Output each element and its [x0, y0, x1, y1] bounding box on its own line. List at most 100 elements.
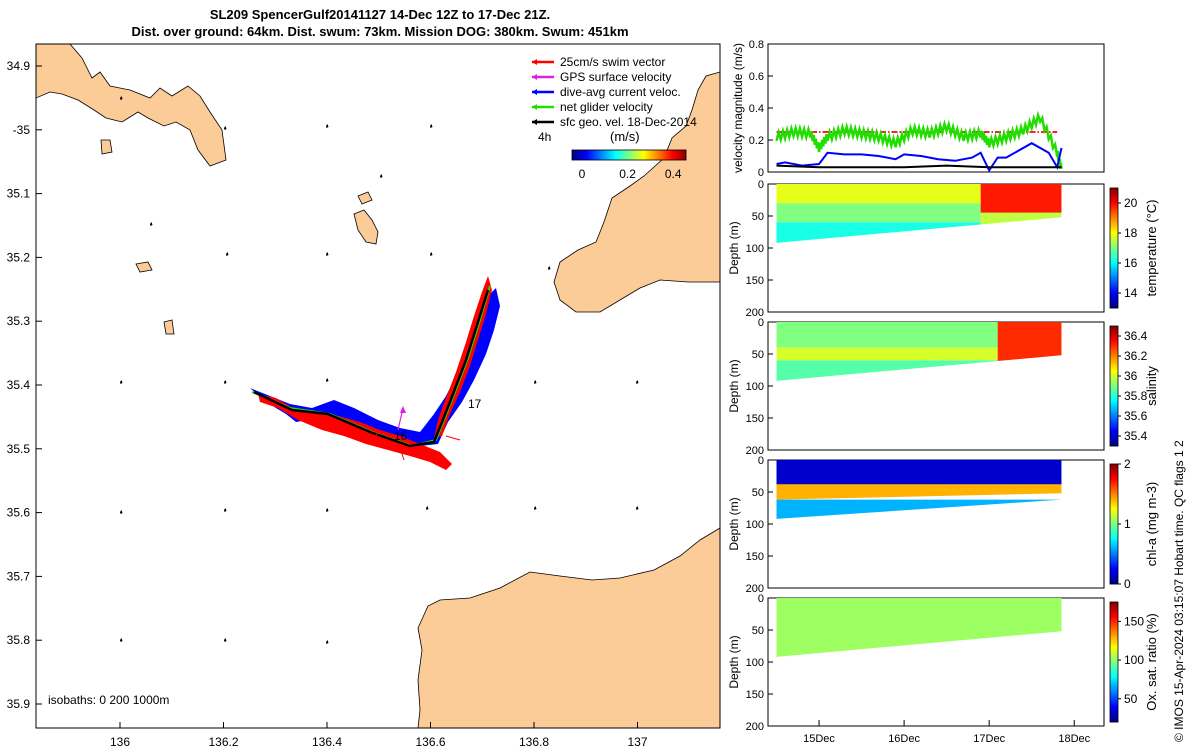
speed-colorbar-cell — [634, 150, 636, 160]
speed-colorbar-cell — [598, 150, 600, 160]
speed-colorbar-cell — [623, 150, 625, 160]
speed-colorbar-cell — [621, 150, 623, 160]
isobath-dot — [380, 174, 383, 178]
speed-colorbar-cell — [678, 150, 680, 160]
lat-tick-label: 35.4 — [7, 378, 31, 392]
speed-colorbar-cell — [665, 150, 667, 160]
speed-colorbar-cell — [642, 150, 644, 160]
speed-colorbar-cell — [628, 150, 630, 160]
speed-colorbar-cell — [604, 150, 606, 160]
speed-colorbar-cell — [618, 150, 620, 160]
lat-tick-label: 35.1 — [7, 187, 31, 201]
speed-colorbar-cell — [603, 150, 605, 160]
legend-label: 25cm/s swim vector — [560, 55, 665, 69]
isobath-dot — [326, 640, 329, 644]
speed-colorbar-cell — [667, 150, 669, 160]
lat-tick-label: 35.5 — [7, 442, 31, 456]
speed-colorbar-cell — [575, 150, 577, 160]
lat-tick-label: 35.8 — [7, 633, 31, 647]
speed-colorbar-cell — [576, 150, 578, 160]
speed-colorbar-cell — [590, 150, 592, 160]
speed-colorbar-cell — [579, 150, 581, 160]
speed-colorbar-cell — [676, 150, 678, 160]
speed-colorbar-cell — [607, 150, 609, 160]
glider-track — [250, 276, 500, 470]
lat-tick-label: -35 — [13, 123, 31, 137]
isobath-dot — [224, 508, 227, 512]
speed-colorbar-cell — [629, 150, 631, 160]
speed-colorbar-cell — [640, 150, 642, 160]
legend-label: sfc geo. vel. 18-Dec-2014 — [560, 115, 697, 129]
lat-tick-label: 35.2 — [7, 250, 31, 264]
lon-tick-label: 137 — [627, 735, 647, 749]
isobath-dot — [150, 222, 153, 226]
lon-tick-label: 136.2 — [208, 735, 238, 749]
speed-colorbar-cell — [581, 150, 583, 160]
speed-colorbar-cell — [671, 150, 673, 160]
speed-colorbar-cell — [651, 150, 653, 160]
speed-colorbar-cell — [668, 150, 670, 160]
legend-arrowhead — [532, 119, 537, 125]
speed-colorbar-cell — [573, 150, 575, 160]
speed-colorbar-cell — [646, 150, 648, 160]
speed-colorbar-cell — [619, 150, 621, 160]
speed-colorbar-cell — [635, 150, 637, 160]
isobath-dot — [430, 252, 433, 256]
speed-colorbar-cell — [594, 150, 596, 160]
speed-colorbar-cell — [664, 150, 666, 160]
speed-colorbar-cell — [679, 150, 681, 160]
speed-colorbar-cell — [669, 150, 671, 160]
lat-tick-label: 35.7 — [7, 569, 31, 583]
speed-colorbar-cell — [624, 150, 626, 160]
gps-arrow-head — [400, 406, 406, 413]
speed-colorbar-cell — [627, 150, 629, 160]
speed-colorbar-cell — [673, 150, 675, 160]
speed-colorbar-cell — [600, 150, 602, 160]
speed-colorbar-cell — [662, 150, 664, 160]
speed-colorbar-cell — [643, 150, 645, 160]
speed-colorbar-cell — [622, 150, 624, 160]
speed-colorbar: 0 0.2 0.4 — [571, 149, 687, 181]
figure-title: SL209 SpencerGulf20141127 14-Dec 12Z to … — [0, 6, 760, 40]
speed-colorbar-cell — [583, 150, 585, 160]
legend-label: net glider velocity — [560, 100, 653, 114]
speed-colorbar-tick: 0.2 — [619, 167, 636, 181]
isobath-dot — [326, 508, 329, 512]
speed-colorbar-cell — [637, 150, 639, 160]
speed-colorbar-cell — [625, 150, 627, 160]
speed-colorbar-cell — [632, 150, 634, 160]
speed-colorbar-cell — [614, 150, 616, 160]
isobath-dot — [120, 96, 123, 100]
isobath-dot — [534, 506, 537, 510]
isobath-dot — [120, 510, 123, 514]
speed-colorbar-cell — [613, 150, 615, 160]
isobath-dot — [430, 124, 433, 128]
lat-tick-label: 35.9 — [7, 697, 31, 711]
lon-tick-label: 136.8 — [519, 735, 549, 749]
speed-colorbar-cell — [638, 150, 640, 160]
speed-colorbar-cell — [589, 150, 591, 160]
speed-colorbar-cell — [631, 150, 633, 160]
isobath-dot — [224, 638, 227, 642]
isobath-dot — [326, 378, 329, 382]
lon-axis: 136 136.2 136.4 136.6 136.8 137 — [110, 722, 648, 749]
speed-colorbar-cell — [630, 150, 632, 160]
legend-arrowhead — [532, 74, 537, 80]
speed-colorbar-cell — [593, 150, 595, 160]
coastline-land — [36, 44, 720, 728]
speed-colorbar-cell — [639, 150, 641, 160]
speed-colorbar-cell — [674, 150, 676, 160]
legend-arrowhead — [532, 59, 537, 65]
speed-colorbar-cell — [645, 150, 647, 160]
speed-colorbar-cell — [605, 150, 607, 160]
speed-colorbar-cell — [609, 150, 611, 160]
speed-colorbar-cell — [661, 150, 663, 160]
lon-tick-label: 136.4 — [312, 735, 342, 749]
speed-colorbar-cell — [685, 150, 687, 160]
swim-vector-arrows — [371, 431, 461, 461]
speed-colorbar-cell — [580, 150, 582, 160]
speed-colorbar-cell — [680, 150, 682, 160]
speed-colorbar-cell — [592, 150, 594, 160]
lon-tick-label: 136.6 — [415, 735, 445, 749]
